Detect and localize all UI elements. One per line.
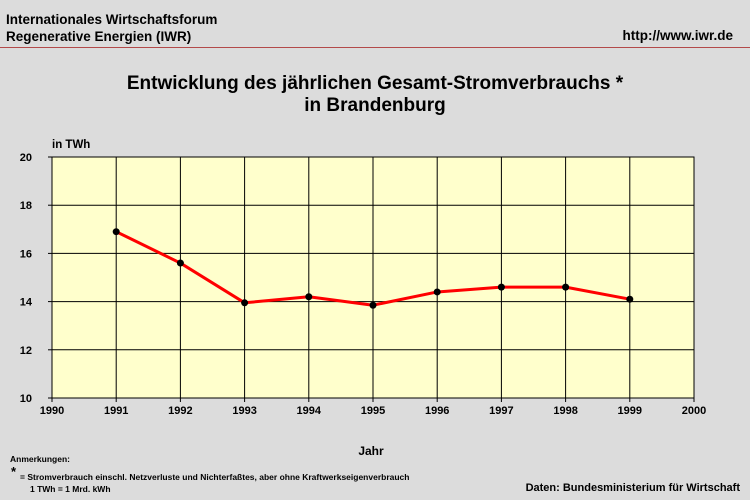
notes-definition: = Stromverbrauch einschl. Netzverluste u… (20, 472, 410, 482)
data-point (176, 259, 184, 267)
y-tick-label: 16 (20, 248, 32, 260)
x-tick-label: 1995 (361, 405, 385, 417)
data-point (241, 299, 249, 307)
x-tick-label: 1999 (618, 405, 642, 417)
x-tick-label: 1991 (104, 405, 128, 417)
x-tick-label: 2000 (682, 405, 706, 417)
chart-title: Entwicklung des jährlichen Gesamt-Stromv… (0, 73, 750, 117)
notes-unit: 1 TWh = 1 Mrd. kWh (30, 484, 111, 494)
data-point (626, 295, 634, 303)
y-axis-label: in TWh (52, 139, 90, 151)
chart-title-line-1: Entwicklung des jährlichen Gesamt-Stromv… (126, 73, 624, 94)
data-point (562, 283, 570, 291)
organization-line-2: Regenerative Energien (IWR) (6, 29, 192, 44)
organization-line-1: Internationales Wirtschaftsforum (6, 12, 218, 27)
y-tick-label: 20 (20, 152, 32, 164)
x-tick-label: 1993 (232, 405, 256, 417)
y-tick-label: 14 (20, 297, 33, 309)
notes-asterisk: * (11, 464, 17, 479)
chart-title-line-2: in Brandenburg (304, 95, 446, 116)
data-point (369, 301, 377, 309)
data-point (497, 283, 505, 291)
header-divider (0, 47, 750, 48)
y-tick-label: 12 (20, 345, 32, 357)
website-url: http://www.iwr.de (622, 28, 734, 43)
y-tick-label: 10 (20, 393, 32, 405)
organization-name: Internationales Wirtschaftsforum Regener… (6, 11, 217, 45)
x-tick-label: 1990 (40, 405, 64, 417)
data-point (433, 288, 441, 296)
notes-heading: Anmerkungen: (10, 454, 70, 464)
x-tick-label: 1997 (489, 405, 513, 417)
data-point (112, 228, 120, 236)
y-tick-label: 18 (20, 200, 32, 212)
x-axis-label: Jahr (358, 444, 384, 458)
data-point (305, 293, 313, 301)
x-tick-label: 1992 (168, 405, 192, 417)
x-tick-label: 1996 (425, 405, 449, 417)
x-tick-label: 1994 (297, 405, 322, 417)
x-tick-label: 1998 (553, 405, 577, 417)
data-source: Daten: Bundesministerium für Wirtschaft (525, 482, 740, 494)
